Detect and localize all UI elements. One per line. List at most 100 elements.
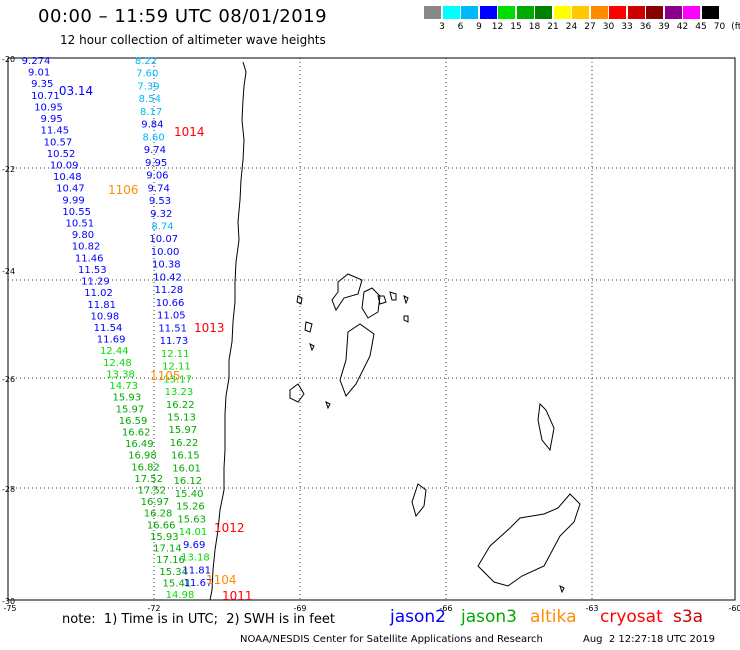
swh-value-right: 11.28 bbox=[155, 285, 184, 296]
swh-value-left: 15.41 bbox=[163, 578, 192, 589]
swh-value-right: 10.00 bbox=[151, 247, 180, 258]
lon-tick-label: -66 bbox=[439, 604, 452, 613]
footer-note: note: 1) Time is in UTC; 2) SWH is in fe… bbox=[62, 612, 335, 627]
scale-label: 36 bbox=[639, 22, 652, 32]
swh-value-right: 10.66 bbox=[156, 298, 185, 309]
scale-swatch bbox=[701, 6, 719, 19]
scale-label: 33 bbox=[621, 22, 633, 32]
swh-value-right: 7.60 bbox=[136, 69, 158, 80]
scale-label: 27 bbox=[584, 22, 596, 32]
swh-value-left: 12.44 bbox=[100, 346, 129, 357]
lon-tick-label: -72 bbox=[147, 604, 160, 613]
swh-value-right: 16.01 bbox=[172, 463, 201, 474]
map-frame bbox=[7, 57, 736, 601]
scale-swatch bbox=[646, 6, 663, 19]
swh-value-left: 9.274 bbox=[22, 56, 51, 67]
swh-value-left: 10.95 bbox=[34, 102, 63, 113]
swh-value-right: 9.84 bbox=[141, 120, 163, 131]
swh-value-left: 10.98 bbox=[91, 311, 120, 322]
swh-value-right: 9.06 bbox=[146, 171, 168, 182]
scale-swatch bbox=[424, 6, 441, 19]
scale-swatch bbox=[572, 6, 589, 19]
scale-label: 3 bbox=[439, 22, 445, 32]
lat-tick-label: -22 bbox=[2, 165, 15, 174]
swh-value-left: 16.28 bbox=[144, 509, 173, 520]
swh-value-right: 11.51 bbox=[158, 323, 187, 334]
scale-swatch bbox=[590, 6, 608, 19]
swh-value-right: 9.74 bbox=[144, 145, 166, 156]
pressure-label: 1011 bbox=[222, 589, 253, 603]
swh-value-left: 11.54 bbox=[94, 323, 123, 334]
pressure-label: 1104 bbox=[206, 573, 237, 587]
swh-value-left: 10.57 bbox=[44, 137, 73, 148]
scale-label: 24 bbox=[565, 22, 578, 32]
pressure-label: 1014 bbox=[174, 125, 205, 139]
swh-value-left: 11.69 bbox=[97, 335, 126, 346]
swh-value-left: 11.45 bbox=[40, 126, 69, 137]
swh-value-right: 8.17 bbox=[140, 107, 162, 118]
landmass-outline bbox=[403, 295, 409, 305]
swh-value-left: 9.99 bbox=[62, 195, 84, 206]
lon-tick-label: -75 bbox=[3, 604, 16, 613]
lat-tick-label: -20 bbox=[2, 55, 15, 64]
swh-value-right: 11.81 bbox=[182, 565, 211, 576]
swh-value-right: 10.07 bbox=[149, 234, 178, 245]
landmass-outline bbox=[339, 323, 375, 397]
swh-value-left: 10.51 bbox=[66, 219, 95, 230]
landmass-outline bbox=[389, 291, 397, 301]
swh-value-right: 16.22 bbox=[166, 400, 195, 411]
swh-value-left: 16.98 bbox=[128, 451, 157, 462]
pressure-label: 1012 bbox=[214, 521, 245, 535]
swh-value-right: 15.40 bbox=[175, 489, 204, 500]
scale-swatch bbox=[664, 6, 682, 19]
swh-value-left: 15.34 bbox=[159, 567, 188, 578]
legend-altika: altika bbox=[530, 607, 577, 627]
landmass-outline bbox=[296, 295, 303, 305]
lat-tick-label: -26 bbox=[2, 375, 15, 384]
landmass-outline bbox=[377, 295, 387, 305]
swh-value-left: 9.80 bbox=[72, 230, 94, 241]
map-subtitle: 12 hour collection of altimeter wave hei… bbox=[60, 33, 326, 47]
swh-value-right: 8.22 bbox=[135, 56, 157, 67]
scale-swatch bbox=[553, 6, 571, 19]
swh-value-left: 11.53 bbox=[78, 265, 107, 276]
swh-value-right: 8.74 bbox=[151, 222, 173, 233]
swh-value-left: 12.48 bbox=[103, 358, 132, 369]
swh-value-left: 10.55 bbox=[62, 207, 91, 218]
scale-label: 39 bbox=[658, 22, 670, 32]
landmass-outline bbox=[403, 315, 409, 323]
pressure-label: 1105 bbox=[150, 369, 181, 383]
scale-swatch bbox=[535, 6, 552, 19]
swh-value-right: 16.15 bbox=[171, 451, 200, 462]
pressure-label: 1013 bbox=[194, 321, 225, 335]
scale-swatch bbox=[479, 6, 497, 19]
swh-value-left: 10.48 bbox=[53, 172, 82, 183]
landmass-outline bbox=[289, 383, 305, 403]
swh-value-left: 15.93 bbox=[150, 532, 179, 543]
swh-value-right: 16.22 bbox=[170, 438, 199, 449]
swh-value-right: 15.97 bbox=[168, 425, 197, 436]
swh-value-left: 15.93 bbox=[112, 393, 141, 404]
generated-timestamp: Aug 2 12:27:18 UTC 2019 bbox=[583, 634, 715, 645]
swh-value-right: 14.01 bbox=[179, 527, 208, 538]
swh-value-left: 11.29 bbox=[81, 277, 110, 288]
map-title: 00:00 – 11:59 UTC 08/01/2019 bbox=[38, 6, 328, 27]
swh-value-left: 10.09 bbox=[50, 160, 79, 171]
lat-tick-label: -30 bbox=[2, 597, 15, 606]
swh-value-left: 14.98 bbox=[166, 590, 195, 601]
scale-label: 12 bbox=[491, 22, 504, 32]
swh-value-right: 9.32 bbox=[150, 209, 172, 220]
swh-value-right: 15.13 bbox=[167, 412, 196, 423]
landmass-outline bbox=[559, 585, 565, 594]
swh-value-right: 10.38 bbox=[152, 260, 181, 271]
swh-value-left: 11.81 bbox=[87, 300, 116, 311]
swh-value-left: 16.82 bbox=[131, 462, 160, 473]
lon-tick-label: -69 bbox=[293, 604, 306, 613]
legend-s3a: s3a bbox=[673, 607, 704, 627]
scale-label: 21 bbox=[547, 22, 559, 32]
scale-label: (ft) bbox=[731, 22, 740, 32]
swh-value-left: 16.59 bbox=[119, 416, 148, 427]
swh-value-overlap: 03.14 bbox=[59, 84, 93, 98]
swh-value-left: 9.35 bbox=[31, 79, 53, 90]
